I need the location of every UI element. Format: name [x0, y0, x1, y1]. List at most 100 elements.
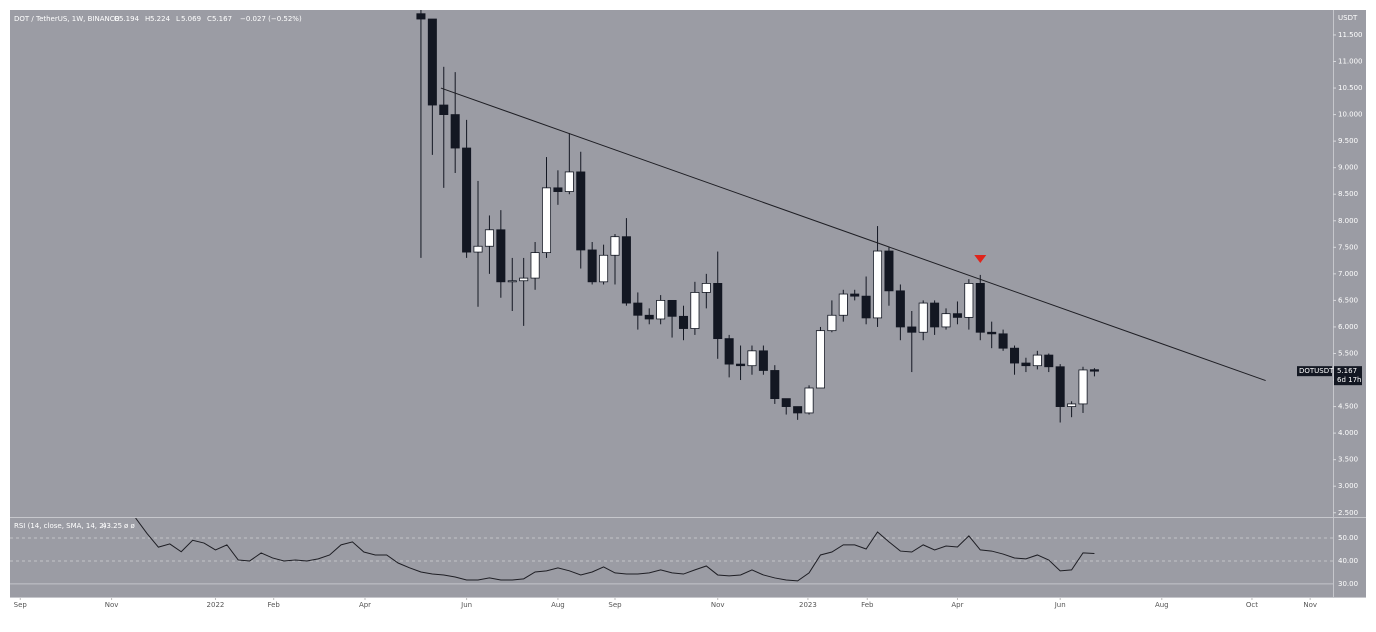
y-tick-label: 3.000	[1338, 482, 1358, 490]
candle-body	[519, 277, 529, 282]
ohlc-letter: L	[176, 15, 180, 23]
candle-body	[1021, 362, 1031, 367]
candle-body	[713, 283, 723, 340]
x-tick-label: Nov	[1303, 601, 1317, 609]
candle-body	[427, 18, 437, 106]
rsi-tick-label: 30.00	[1338, 580, 1358, 588]
candle-body	[918, 302, 928, 333]
ohlc-value: 5.194	[119, 15, 140, 23]
ohlc-letter: H	[145, 15, 150, 23]
candle-body	[644, 314, 654, 320]
ohlc-value: 5.167	[212, 15, 232, 23]
ohlc-value: 5.069	[181, 15, 201, 23]
candle-body	[1032, 354, 1042, 367]
candle-body	[1044, 354, 1054, 368]
y-tick-label: 10.500	[1338, 84, 1363, 92]
rsi-flags: ø ø	[124, 522, 136, 530]
x-tick-label: Feb	[267, 601, 280, 609]
candle-body	[815, 330, 825, 389]
rsi-value: 43.25	[102, 522, 122, 530]
price-pane	[416, 10, 1266, 423]
candle-body	[964, 283, 974, 318]
candle-body	[781, 398, 791, 407]
change-value: −0.027 (−0.52%)	[240, 15, 302, 23]
y-tick-label: 8.500	[1338, 190, 1358, 198]
candle-body	[804, 387, 814, 414]
y-tick-label: 3.500	[1338, 456, 1358, 464]
y-tick-label: 8.000	[1338, 217, 1358, 225]
candle-body	[416, 13, 426, 20]
y-tick-label: 11.500	[1338, 31, 1363, 39]
candle-body	[553, 187, 563, 192]
candle-body	[599, 254, 609, 283]
y-tick-label: 5.500	[1338, 349, 1358, 357]
candle-body	[1010, 347, 1020, 364]
candle-body	[884, 250, 894, 292]
candle-body	[998, 333, 1008, 349]
candle-body	[873, 250, 883, 319]
candle-body	[1089, 369, 1099, 372]
candle-body	[861, 295, 871, 319]
x-tick-label: 2023	[799, 601, 817, 609]
candle-body	[530, 252, 540, 279]
ohlc-value: 5.224	[150, 15, 171, 23]
x-tick-label: Nov	[711, 601, 725, 609]
rsi-pane	[10, 518, 1333, 585]
y-tick-label: 7.000	[1338, 270, 1358, 278]
candle-body	[496, 229, 506, 283]
candle-body	[576, 171, 586, 251]
candle-body	[462, 147, 472, 253]
trendline	[440, 87, 1266, 382]
y-tick-label: 9.500	[1338, 137, 1358, 145]
candle-body	[895, 290, 905, 328]
x-tick-label: Feb	[861, 601, 874, 609]
candle-body	[633, 302, 643, 316]
candle-body	[587, 249, 597, 283]
candle-body	[541, 187, 552, 254]
candle-body	[758, 350, 768, 371]
x-tick-label: Sep	[14, 601, 28, 609]
candle-body	[507, 280, 517, 283]
candle-body	[838, 293, 848, 316]
y-tick-label: 10.000	[1338, 111, 1363, 119]
candle-body	[770, 370, 780, 400]
chart-background	[10, 10, 1366, 598]
x-tick-label: Oct	[1246, 601, 1258, 609]
rsi-tick-label: 50.00	[1338, 534, 1358, 542]
candle-body	[656, 299, 666, 320]
y-tick-label: 4.500	[1338, 403, 1358, 411]
last-price: 5.167	[1337, 367, 1357, 375]
candle-body	[736, 363, 746, 367]
candle-body	[827, 314, 837, 332]
y-tick-label: 9.000	[1338, 164, 1358, 172]
candle-body	[987, 331, 997, 335]
candle-body	[621, 236, 631, 304]
x-tick-label: 2022	[207, 601, 225, 609]
candle-body	[610, 236, 620, 256]
y-tick-label: 4.000	[1338, 429, 1358, 437]
x-tick-label: Aug	[1155, 601, 1169, 609]
y-tick-label: 6.500	[1338, 296, 1358, 304]
candle-body	[975, 283, 985, 333]
y-tick-label: 11.000	[1338, 57, 1363, 65]
candle-body	[850, 293, 860, 297]
x-tick-label: Jun	[1054, 601, 1066, 609]
candle-body	[564, 171, 574, 192]
candle-body	[678, 315, 688, 329]
x-tick-label: Apr	[951, 601, 963, 609]
chart-title: DOT / TetherUS, 1W, BINANCE	[14, 15, 119, 23]
rsi-title: RSI (14, close, SMA, 14, 2)	[14, 522, 107, 530]
ohlc-letter: O	[114, 15, 120, 23]
candle-body	[701, 283, 711, 293]
candle-body	[907, 326, 917, 333]
y-tick-label: 6.000	[1338, 323, 1358, 331]
ohlc-letter: C	[207, 15, 212, 23]
x-tick-label: Jun	[460, 601, 472, 609]
candle-body	[1067, 403, 1077, 407]
candle-body	[450, 114, 460, 149]
rsi-line	[135, 518, 1095, 582]
candle-body	[484, 229, 494, 247]
x-tick-label: Aug	[551, 601, 565, 609]
x-tick-label: Sep	[608, 601, 622, 609]
